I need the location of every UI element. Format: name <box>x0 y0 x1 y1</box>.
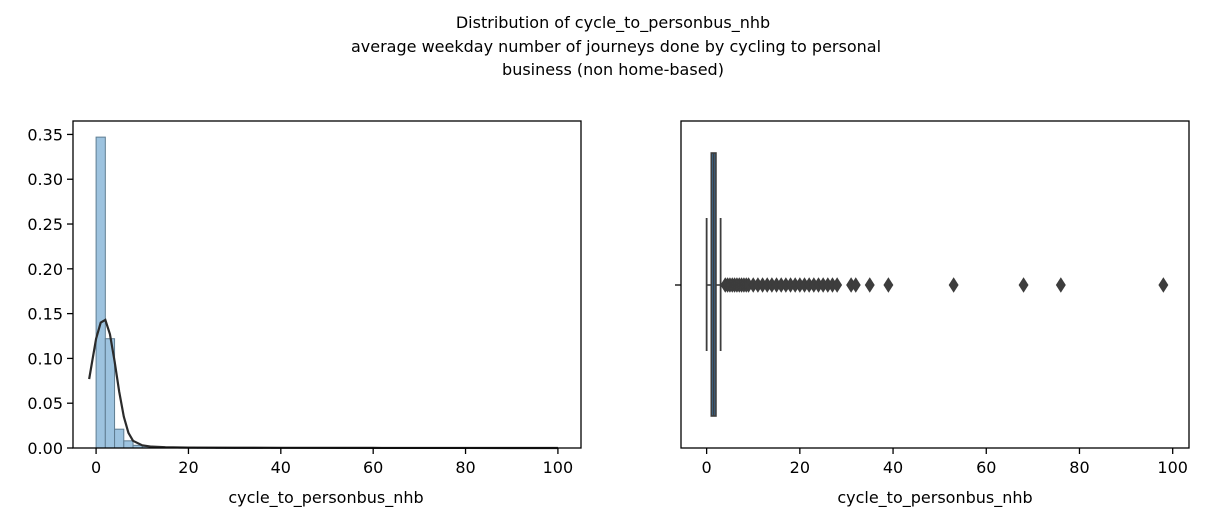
boxplot-outlier <box>883 277 894 293</box>
histogram-y-tick-label: 0.15 <box>27 305 63 324</box>
histogram-y-ticks: 0.00 0.05 0.10 0.15 0.20 0.25 0.30 0.35 <box>27 125 73 458</box>
histogram-panel: 0 20 40 60 80 100 0.00 0.05 0.10 0.15 0.20 0.25 0.3… <box>27 120 582 508</box>
boxplot-x-tick-label: 80 <box>1069 458 1089 477</box>
boxplot-outlier <box>832 277 843 293</box>
histogram-bar <box>123 440 134 449</box>
figure-title: Distribution of cycle_to_personbus_nhb a… <box>351 13 881 79</box>
boxplot-x-tick-label: 60 <box>976 458 996 477</box>
histogram-y-tick-label: 0.05 <box>27 394 63 413</box>
boxplot-outlier <box>1055 277 1066 293</box>
histogram-x-tick-label: 60 <box>363 458 383 477</box>
histogram-x-tick-label: 20 <box>178 458 198 477</box>
boxplot-outlier <box>850 277 861 293</box>
boxplot-x-ticks: 0 20 40 60 80 100 <box>702 448 1188 477</box>
histogram-y-tick-label: 0.35 <box>27 125 63 144</box>
boxplot-outlier <box>948 277 959 293</box>
histogram-y-tick-label: 0.00 <box>27 439 63 458</box>
histogram-frame <box>72 120 582 449</box>
histogram-x-tick-label: 100 <box>543 458 574 477</box>
boxplot-x-tick-label: 0 <box>702 458 712 477</box>
title-line-1: Distribution of cycle_to_personbus_nhb <box>456 13 770 33</box>
histogram-x-tick-label: 40 <box>271 458 291 477</box>
boxplot-x-axis-label: cycle_to_personbus_nhb <box>837 488 1032 508</box>
title-line-3: business (non home-based) <box>502 60 724 79</box>
histogram-y-tick-label: 0.20 <box>27 260 63 279</box>
histogram-y-tick-label: 0.10 <box>27 349 63 368</box>
title-line-2: average weekday number of journeys done … <box>351 37 881 56</box>
boxplot-elements <box>705 152 722 417</box>
histogram-y-tick-label: 0.30 <box>27 170 63 189</box>
histogram-y-tick-label: 0.25 <box>27 215 63 234</box>
histogram-bar <box>95 136 106 449</box>
histogram-x-tick-label: 80 <box>455 458 475 477</box>
boxplot-outliers <box>720 277 1169 293</box>
boxplot-panel: 0 20 40 60 80 100 cycle_to_personbus_nhb <box>675 120 1190 508</box>
histogram-x-axis-label: cycle_to_personbus_nhb <box>228 488 423 508</box>
boxplot-x-tick-label: 20 <box>790 458 810 477</box>
histogram-bar <box>114 428 125 449</box>
boxplot-x-tick-label: 40 <box>883 458 903 477</box>
boxplot-outlier <box>1158 277 1169 293</box>
histogram-x-tick-label: 0 <box>91 458 101 477</box>
boxplot-outlier <box>864 277 875 293</box>
boxplot-x-tick-label: 100 <box>1157 458 1188 477</box>
histogram-x-ticks: 0 20 40 60 80 100 <box>91 448 573 477</box>
boxplot-outlier <box>1018 277 1029 293</box>
